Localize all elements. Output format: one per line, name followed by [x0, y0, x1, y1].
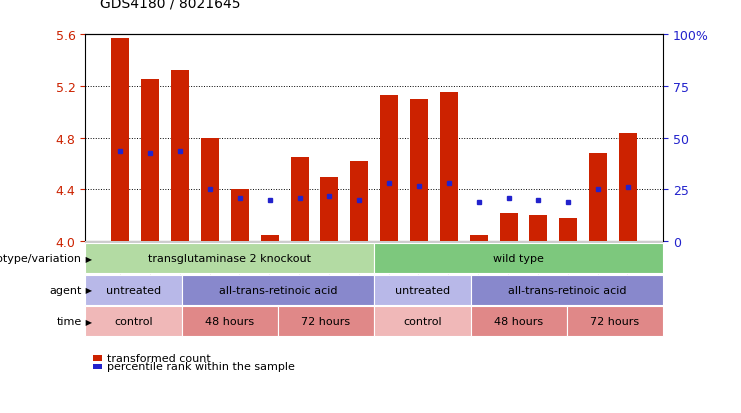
Bar: [499, 213, 517, 242]
Text: transglutaminase 2 knockout: transglutaminase 2 knockout: [148, 254, 311, 263]
Text: all-trans-retinoic acid: all-trans-retinoic acid: [508, 285, 626, 295]
Bar: [231, 190, 249, 242]
Text: 72 hours: 72 hours: [591, 316, 639, 326]
Bar: [470, 235, 488, 242]
Bar: [350, 161, 368, 242]
Bar: [111, 39, 130, 242]
Bar: [142, 80, 159, 242]
Text: 48 hours: 48 hours: [494, 316, 543, 326]
Text: all-trans-retinoic acid: all-trans-retinoic acid: [219, 285, 337, 295]
Text: untreated: untreated: [395, 285, 450, 295]
Text: genotype/variation: genotype/variation: [0, 254, 82, 263]
Text: GDS4180 / 8021645: GDS4180 / 8021645: [100, 0, 241, 10]
Bar: [171, 71, 189, 242]
Text: 48 hours: 48 hours: [205, 316, 254, 326]
Bar: [380, 96, 398, 242]
Bar: [320, 177, 339, 242]
Text: ▶: ▶: [83, 285, 92, 294]
Text: ▶: ▶: [83, 254, 92, 263]
Text: percentile rank within the sample: percentile rank within the sample: [107, 361, 296, 371]
Text: control: control: [403, 316, 442, 326]
Bar: [410, 100, 428, 242]
Text: untreated: untreated: [106, 285, 161, 295]
Bar: [530, 216, 548, 242]
Text: time: time: [56, 316, 82, 326]
Text: ▶: ▶: [83, 317, 92, 326]
Bar: [201, 138, 219, 242]
Text: 72 hours: 72 hours: [302, 316, 350, 326]
Bar: [261, 235, 279, 242]
Bar: [440, 93, 458, 242]
Text: agent: agent: [49, 285, 82, 295]
Text: control: control: [114, 316, 153, 326]
Bar: [619, 133, 637, 242]
Text: wild type: wild type: [494, 254, 544, 263]
Text: transformed count: transformed count: [107, 353, 211, 363]
Bar: [290, 158, 308, 242]
Bar: [559, 218, 577, 242]
Bar: [589, 154, 607, 242]
